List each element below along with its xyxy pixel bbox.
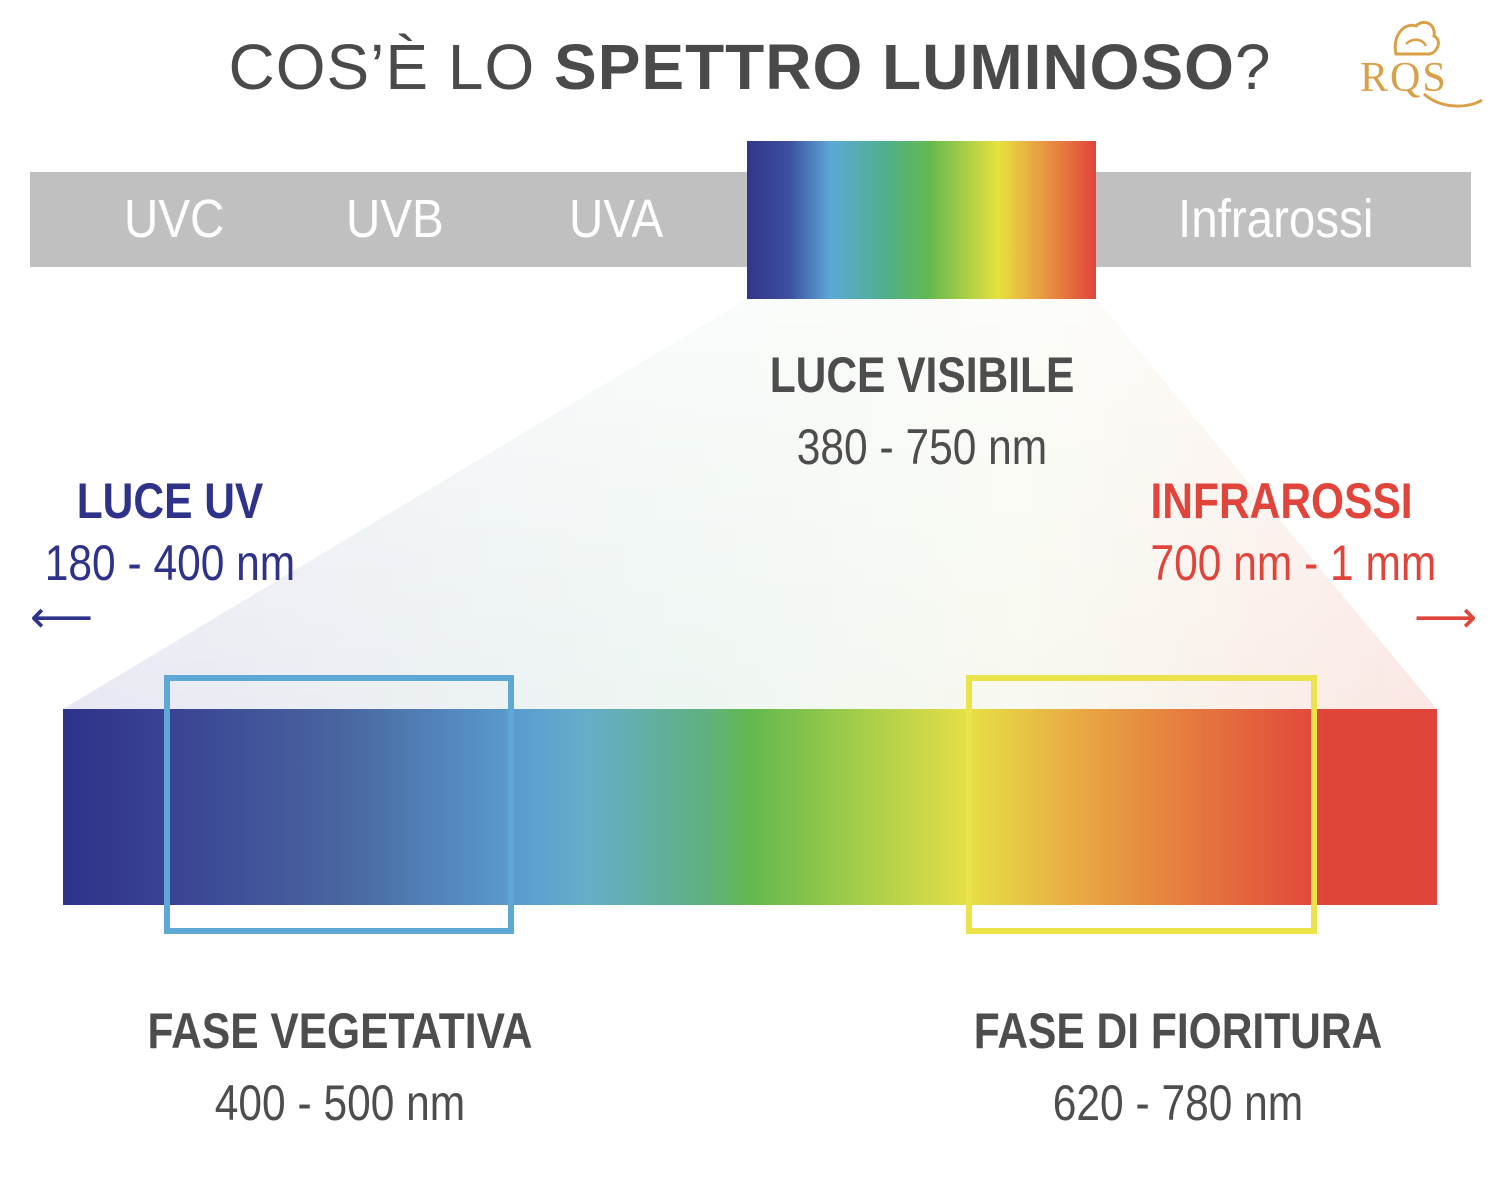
visible-light-range: 380 - 750 nm — [796, 419, 1048, 475]
uv-light-heading: LUCE UV — [76, 473, 264, 529]
title-emphasis: SPETTRO LUMINOSO — [554, 31, 1235, 103]
band-label-uvb: UVB — [346, 189, 444, 249]
lion-emblem-icon — [1393, 20, 1483, 108]
visible-light-swatch — [747, 141, 1096, 299]
vegetative-phase-frame — [164, 675, 514, 934]
arrow-right-icon: ⟶ — [1414, 593, 1478, 642]
visible-spectrum-band — [63, 709, 1437, 905]
uv-light-range: 180 - 400 nm — [44, 535, 296, 591]
flowering-phase-heading: FASE DI FIORITURA — [973, 1003, 1383, 1059]
flowering-phase-range: 620 - 780 nm — [1052, 1075, 1304, 1131]
infrared-heading: INFRAROSSI — [1150, 473, 1413, 529]
visible-light-heading: LUCE VISIBILE — [769, 347, 1075, 403]
band-label-uvc: UVC — [124, 189, 225, 249]
infrared-range: 700 nm - 1 mm — [1150, 535, 1437, 591]
title-prefix: COS’È LO — [228, 31, 555, 103]
band-label-uva: UVA — [569, 189, 664, 249]
vegetative-phase-heading: FASE VEGETATIVA — [147, 1003, 533, 1059]
logo-text: RQS — [1360, 55, 1448, 101]
vegetative-phase-range: 400 - 500 nm — [214, 1075, 466, 1131]
title-suffix: ? — [1234, 31, 1272, 103]
flowering-phase-frame — [966, 675, 1317, 934]
band-label-infrared: Infrarossi — [1178, 189, 1374, 249]
rqs-logo: RQS — [1352, 14, 1488, 114]
page-title: COS’È LO SPETTRO LUMINOSO? — [0, 30, 1500, 104]
arrow-left-icon: ⟵ — [30, 593, 94, 642]
